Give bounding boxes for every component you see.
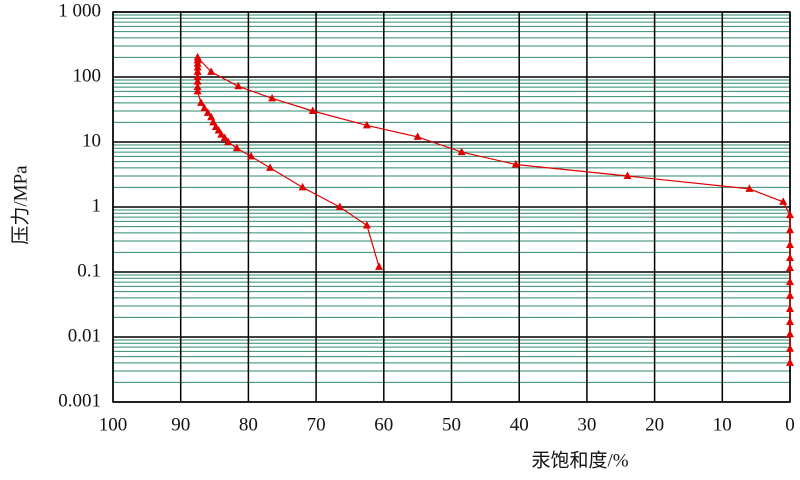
data-point: [786, 253, 794, 262]
y-tick-label: 0.01: [68, 325, 101, 346]
x-tick-label: 40: [510, 414, 529, 435]
data-point: [786, 277, 794, 286]
x-tick-label: 90: [171, 414, 190, 435]
x-tick-label: 0: [785, 414, 795, 435]
data-point: [786, 358, 794, 366]
data-point: [362, 120, 371, 129]
y-tick-label: 10: [82, 130, 101, 151]
x-tick-label: 30: [577, 414, 596, 435]
data-point: [511, 160, 520, 168]
data-point: [786, 344, 794, 352]
data-point: [193, 63, 202, 71]
x-tick-label: 20: [645, 414, 664, 435]
data-point: [375, 262, 384, 270]
data-point: [193, 86, 202, 95]
data-point: [209, 117, 218, 126]
x-tick-label: 10: [713, 414, 732, 435]
data-point: [232, 143, 241, 152]
data-point: [247, 151, 256, 160]
data-point: [200, 103, 209, 112]
y-tick-label: 100: [73, 65, 102, 86]
data-point: [207, 67, 216, 75]
data-point: [308, 106, 317, 114]
x-tick-label: 70: [307, 414, 326, 435]
y-axis-label: 压力/MPa: [9, 165, 31, 245]
data-point: [266, 163, 275, 171]
data-point: [193, 82, 202, 91]
y-tick-label: 1: [92, 195, 102, 216]
data-point: [193, 77, 202, 85]
data-point: [786, 240, 794, 249]
data-point: [193, 59, 202, 67]
data-point: [786, 210, 794, 219]
data-point: [786, 329, 794, 338]
data-point: [786, 225, 794, 234]
data-point: [203, 108, 212, 116]
y-tick-label: 1 000: [58, 0, 101, 21]
data-point: [224, 137, 233, 145]
data-point: [786, 304, 794, 312]
data-point: [786, 263, 794, 272]
data-point: [193, 67, 202, 75]
data-point: [786, 317, 794, 326]
data-point: [268, 93, 277, 102]
x-tick-label: 100: [99, 414, 128, 435]
data-point: [220, 133, 229, 142]
data-point: [779, 197, 788, 205]
data-point: [234, 81, 243, 90]
data-point: [197, 98, 206, 106]
data-point: [193, 72, 202, 80]
x-axis-label: 汞饱和度/%: [531, 449, 628, 471]
data-point: [745, 184, 754, 192]
data-point: [217, 130, 226, 138]
data-point: [413, 132, 422, 140]
data-point: [786, 291, 794, 299]
data-point: [298, 182, 307, 191]
data-point: [362, 220, 371, 229]
data-point: [335, 202, 344, 210]
data-point: [623, 171, 632, 179]
x-tick-label: 80: [239, 414, 258, 435]
y-tick-label: 0.1: [77, 260, 101, 281]
x-tick-label: 60: [374, 414, 393, 435]
plot-frame: [112, 11, 791, 403]
y-tick-label: 0.001: [58, 390, 101, 411]
data-point: [457, 147, 466, 156]
x-tick-label: 50: [442, 414, 461, 435]
